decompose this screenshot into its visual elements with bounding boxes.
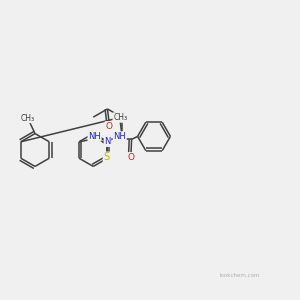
Text: N: N	[104, 137, 111, 146]
Text: NH: NH	[113, 132, 126, 141]
Text: CH₃: CH₃	[21, 113, 35, 122]
Text: lookchem.com: lookchem.com	[219, 273, 260, 278]
Text: S: S	[103, 152, 109, 162]
Text: O: O	[106, 122, 112, 131]
Text: O: O	[128, 153, 134, 162]
Text: N: N	[118, 113, 125, 122]
Text: NH: NH	[88, 132, 101, 141]
Text: CH₃: CH₃	[113, 113, 127, 122]
